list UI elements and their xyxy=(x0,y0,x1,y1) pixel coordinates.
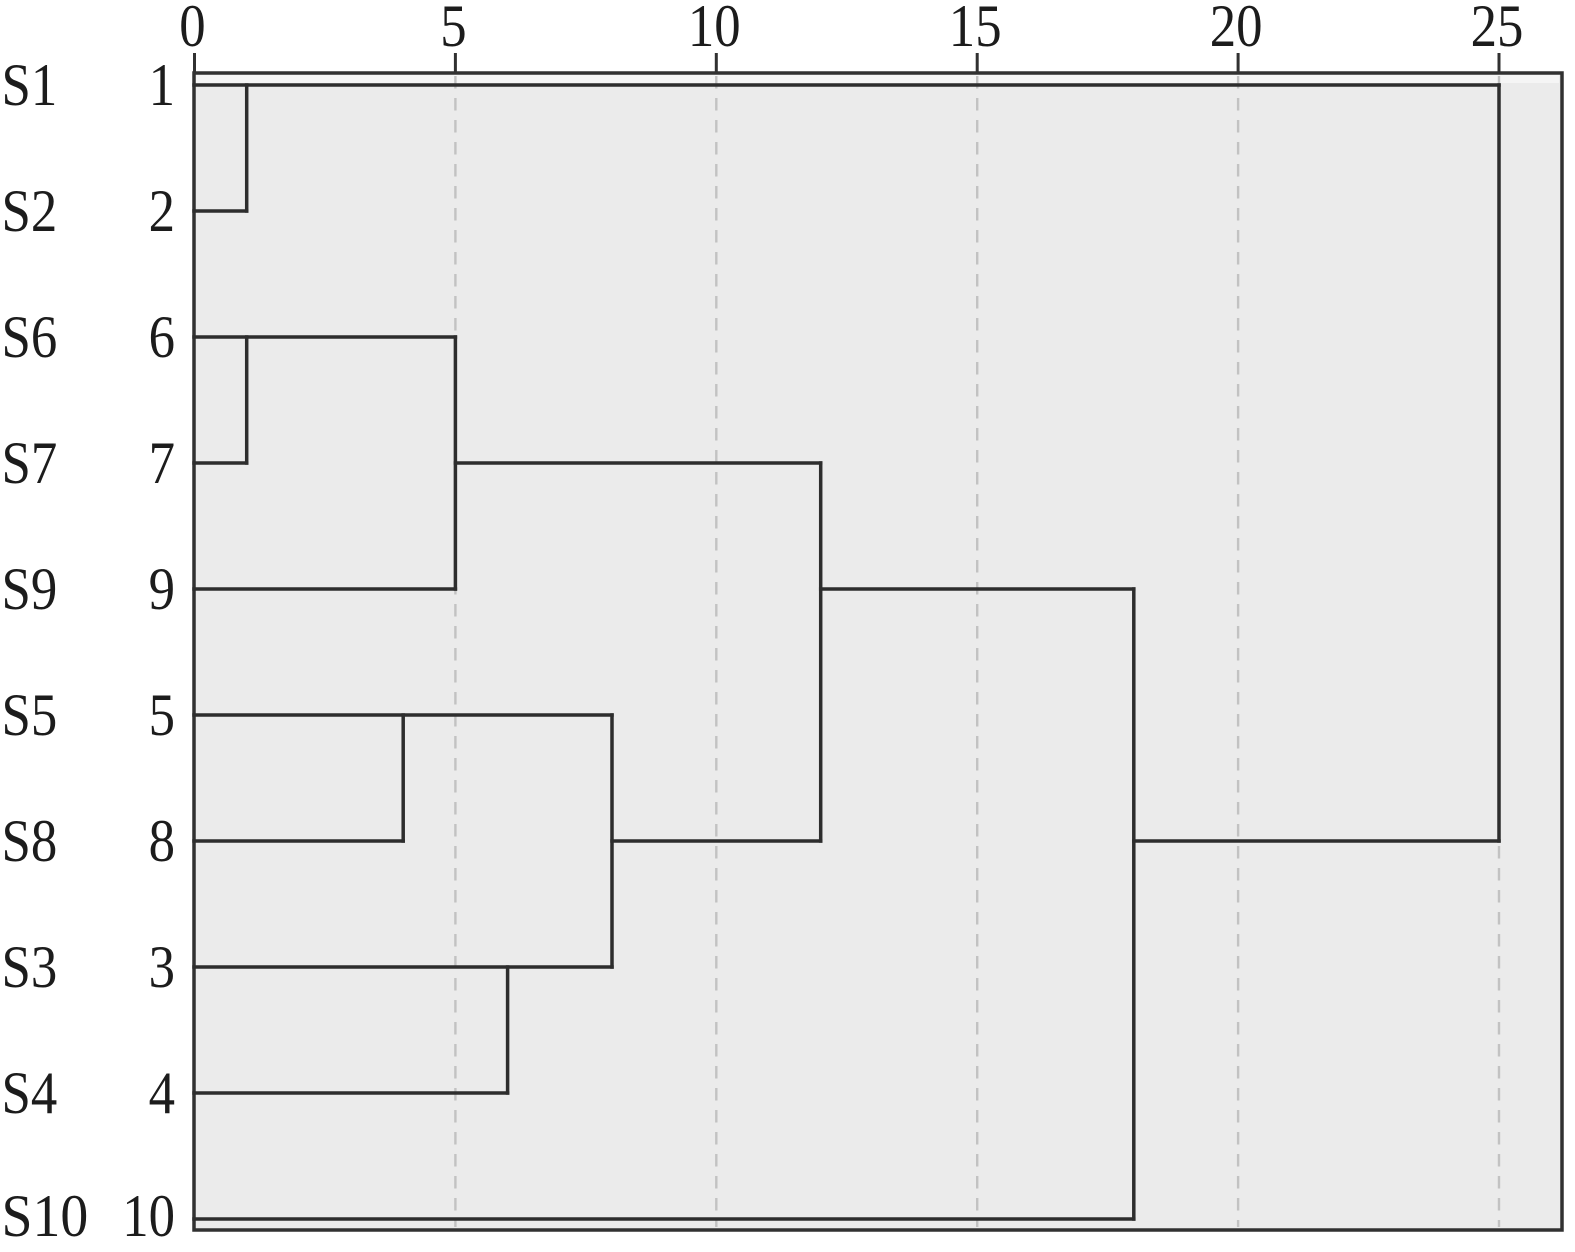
svg-text:10: 10 xyxy=(688,0,741,60)
svg-text:25: 25 xyxy=(1471,0,1524,60)
svg-text:1: 1 xyxy=(149,53,175,119)
svg-text:4: 4 xyxy=(149,1061,175,1127)
svg-text:S7: S7 xyxy=(2,431,58,497)
svg-text:10: 10 xyxy=(122,1184,175,1250)
svg-text:7: 7 xyxy=(149,431,175,497)
svg-text:0: 0 xyxy=(179,0,205,60)
svg-text:5: 5 xyxy=(440,0,466,60)
svg-text:8: 8 xyxy=(149,809,175,875)
svg-text:S6: S6 xyxy=(2,305,58,371)
svg-text:6: 6 xyxy=(149,305,175,371)
svg-text:3: 3 xyxy=(149,935,175,1001)
svg-text:S1: S1 xyxy=(2,53,58,119)
svg-text:5: 5 xyxy=(149,683,175,749)
svg-text:S2: S2 xyxy=(2,179,58,245)
svg-text:9: 9 xyxy=(149,557,175,623)
svg-text:S3: S3 xyxy=(2,935,58,1001)
svg-text:2: 2 xyxy=(149,179,175,245)
svg-text:S4: S4 xyxy=(2,1061,58,1127)
svg-text:S10: S10 xyxy=(2,1182,89,1249)
svg-text:20: 20 xyxy=(1210,0,1263,60)
svg-text:15: 15 xyxy=(949,0,1002,60)
svg-text:S5: S5 xyxy=(2,683,58,749)
svg-text:S9: S9 xyxy=(2,557,58,623)
svg-text:S8: S8 xyxy=(2,809,58,875)
